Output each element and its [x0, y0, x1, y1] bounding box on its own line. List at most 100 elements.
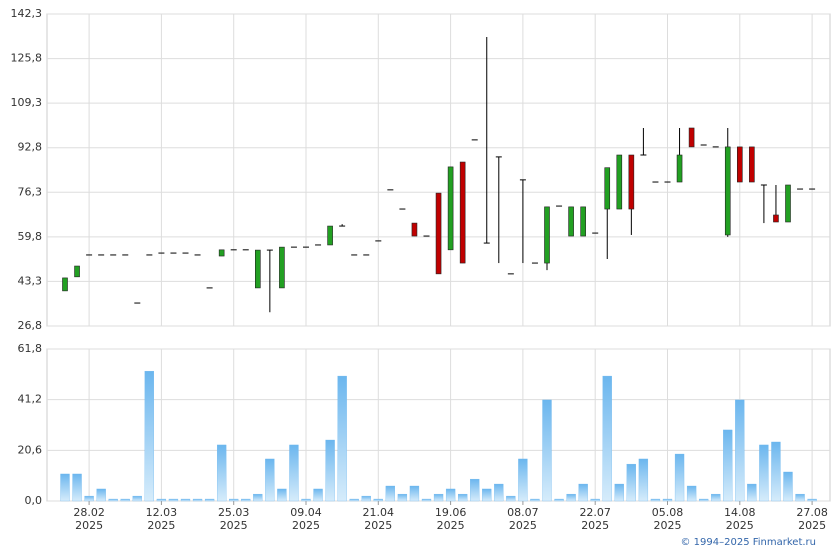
- candle-body: [688, 127, 695, 148]
- volume-bar: [301, 498, 311, 502]
- x-tick-year: 2025: [581, 519, 609, 532]
- volume-bar: [361, 495, 371, 502]
- volume-bar: [204, 498, 215, 502]
- volume-bar: [385, 485, 396, 502]
- x-tick-label: 09.04: [290, 506, 322, 519]
- y-tick-label: 76,3: [18, 185, 43, 198]
- volume-bar: [482, 488, 492, 502]
- volume-bar: [686, 485, 697, 502]
- y-tick-label: 109,3: [11, 96, 43, 109]
- plot-frame: [46, 348, 831, 502]
- volume-bar: [373, 498, 383, 502]
- volume-bar: [120, 498, 130, 502]
- volume-bar: [783, 471, 793, 502]
- candle-body: [435, 192, 442, 275]
- volume-bar: [795, 493, 805, 502]
- volume-bar: [662, 498, 673, 502]
- volume-bar: [542, 399, 552, 502]
- x-tick-year: 2025: [798, 519, 826, 532]
- x-tick-year: 2025: [292, 519, 320, 532]
- candle-body: [628, 154, 635, 210]
- volume-bar: [180, 498, 191, 502]
- x-tick-label: 19.06: [435, 506, 467, 519]
- candle-body: [74, 265, 80, 278]
- volume-bar: [337, 375, 347, 502]
- candle-body: [459, 161, 466, 264]
- candle-body: [676, 154, 683, 183]
- x-tick-label: 22.07: [579, 506, 611, 519]
- candle-body: [616, 154, 623, 210]
- x-tick-year: 2025: [75, 519, 103, 532]
- x-tick-label: 08.07: [507, 506, 539, 519]
- volume-bar: [554, 498, 564, 502]
- candle-body: [773, 214, 779, 223]
- volume-bar: [156, 498, 167, 502]
- y-tick-label: 125,8: [11, 52, 43, 65]
- volume-bar: [253, 493, 263, 502]
- volume-bar: [494, 483, 504, 502]
- volume-bar: [807, 498, 817, 502]
- y-tick-label: 26,8: [18, 319, 43, 332]
- y-tick-label: 61,8: [18, 342, 43, 355]
- volume-bar: [325, 439, 335, 502]
- x-tick-year: 2025: [726, 519, 754, 532]
- candle-body: [411, 222, 418, 237]
- volume-bar: [313, 488, 323, 502]
- copyright: © 1994–2025 Finmarket.ru: [680, 537, 816, 548]
- candle-body: [724, 146, 731, 236]
- volume-bar: [229, 498, 239, 502]
- volume-bar: [723, 429, 733, 502]
- x-tick-year: 2025: [437, 519, 465, 532]
- volume-bar: [590, 498, 600, 502]
- candle-body: [580, 206, 586, 237]
- volume-bar: [108, 498, 118, 502]
- volume-bar: [759, 444, 769, 502]
- volume-bar: [421, 498, 432, 502]
- volume-bar: [397, 493, 408, 502]
- x-tick-year: 2025: [147, 519, 175, 532]
- candle-body: [785, 184, 791, 223]
- volume-bar: [699, 498, 709, 502]
- volume-bar: [433, 493, 444, 502]
- volume-bar: [518, 458, 528, 502]
- volume-bar: [626, 463, 636, 502]
- y-tick-label: 0,0: [25, 494, 43, 507]
- volume-bar: [192, 498, 203, 502]
- x-tick-label: 14.08: [724, 506, 756, 519]
- volume-bar: [638, 458, 649, 502]
- volume-bar: [96, 488, 106, 502]
- volume-bar: [566, 493, 576, 502]
- plot: 26,8 43,3 59,8 76,3 92,8 109,3 125,8 142,3 0,0 20…: [11, 7, 831, 532]
- volume-bar: [168, 498, 179, 502]
- volume-bar: [84, 495, 94, 502]
- volume-bar: [60, 473, 70, 502]
- x-tick-year: 2025: [364, 519, 392, 532]
- y-tick-label: 43,3: [18, 274, 43, 287]
- volume-bar: [132, 495, 142, 502]
- volume-bar: [72, 473, 82, 502]
- volume-bar: [277, 488, 287, 502]
- x-tick-year: 2025: [220, 519, 248, 532]
- y-tick-label: 20,6: [18, 443, 43, 456]
- x-tick-label: 12.03: [146, 506, 178, 519]
- x-tick-label: 05.08: [652, 506, 684, 519]
- volume-bar: [578, 483, 588, 502]
- volume-bar: [349, 498, 359, 502]
- x-tick-label: 21.04: [363, 506, 395, 519]
- x-tick-year: 2025: [509, 519, 537, 532]
- volume-bar: [144, 370, 155, 502]
- y-tick-label: 41,2: [18, 393, 43, 406]
- volume-bar: [457, 493, 468, 502]
- volume-bar: [602, 375, 612, 502]
- volume-bar: [445, 488, 456, 502]
- volume-bar: [674, 453, 685, 502]
- volume-bar: [771, 441, 781, 502]
- volume-bar: [711, 493, 721, 502]
- y-tick-label: 92,8: [18, 141, 43, 154]
- x-tick-year: 2025: [654, 519, 682, 532]
- y-tick-label: 142,3: [11, 7, 43, 20]
- candle-body: [62, 277, 68, 292]
- candle-body: [218, 249, 225, 257]
- volume-bar: [241, 498, 251, 502]
- candle-body: [604, 167, 611, 210]
